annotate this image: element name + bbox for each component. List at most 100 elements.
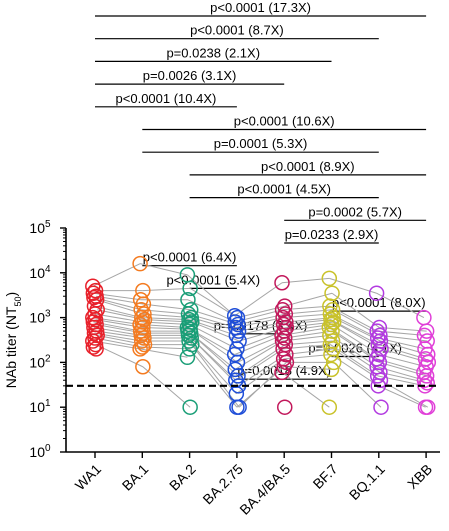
paired-line — [94, 305, 142, 319]
paired-line — [378, 385, 426, 408]
paired-line — [281, 371, 330, 408]
paired-line — [143, 313, 192, 319]
data-point — [226, 346, 243, 363]
comparison-label: p<0.0001 (10.4X) — [116, 91, 217, 106]
data-point — [323, 361, 340, 378]
y-tick-label: 104 — [29, 264, 51, 281]
data-point — [227, 361, 243, 378]
paired-line — [286, 321, 334, 329]
paired-line — [378, 344, 426, 360]
paired-line — [377, 366, 425, 381]
data-point — [277, 330, 293, 346]
data-point — [85, 339, 102, 355]
data-point — [136, 336, 153, 353]
data-point — [322, 336, 339, 353]
paired-line — [237, 305, 285, 319]
data-point — [85, 333, 101, 349]
data-point — [274, 301, 291, 318]
data-point — [87, 336, 104, 353]
paired-line — [92, 263, 141, 287]
data-point — [181, 341, 198, 357]
paired-line — [376, 292, 425, 319]
data-point — [419, 375, 435, 391]
data-point — [325, 354, 342, 371]
paired-line — [332, 340, 381, 373]
comparison-label: p<0.0001 (8.0X) — [332, 295, 426, 310]
paired-line — [191, 344, 240, 408]
data-point — [132, 255, 148, 272]
data-point — [368, 285, 385, 301]
data-point — [274, 274, 290, 291]
y-axis-title-subscript: 50 — [13, 296, 23, 306]
comparison-label: p=0.0238 (2.1X) — [166, 45, 260, 60]
paired-line — [379, 361, 427, 377]
comparison-label: p=0.0001 (5.3X) — [214, 136, 308, 151]
points-layer — [85, 255, 437, 415]
comparison-label: p<0.0001 (6.4X) — [143, 250, 237, 265]
paired-line — [189, 348, 238, 408]
data-point — [277, 298, 293, 314]
paired-line — [333, 321, 382, 350]
data-point — [274, 364, 290, 381]
data-point — [182, 325, 199, 341]
x-tick-label: BQ.1.1 — [346, 461, 388, 503]
data-point — [132, 292, 149, 308]
paired-line — [238, 321, 286, 332]
data-point — [231, 333, 247, 349]
data-point — [135, 358, 151, 375]
comparison-label: p=0.0002 (5.7X) — [308, 204, 402, 219]
paired-line — [139, 263, 188, 276]
data-point — [183, 330, 199, 346]
paired-line — [234, 340, 283, 370]
paired-line — [380, 348, 429, 363]
data-point — [226, 307, 243, 324]
paired-line — [191, 321, 240, 342]
paired-line — [237, 337, 285, 363]
comparison-label: p<0.0001 (17.3X) — [210, 0, 311, 15]
data-point — [416, 372, 433, 388]
paired-line — [238, 354, 287, 387]
comparison-label: p<0.0001 (5.4X) — [166, 272, 260, 287]
data-point — [369, 368, 386, 384]
paired-line — [190, 309, 239, 326]
data-point — [133, 301, 149, 318]
data-point — [373, 399, 389, 415]
paired-line — [142, 366, 191, 408]
paired-line — [376, 358, 425, 373]
paired-line — [331, 330, 380, 363]
paired-line — [235, 348, 284, 381]
data-point — [136, 330, 152, 346]
x-tick-label: BA.4/BA.5 — [236, 461, 293, 518]
comparison-label: p=0.0026 (3.1X) — [143, 68, 237, 83]
data-point — [87, 330, 103, 346]
comparison-label: p<0.0001 (8.9X) — [261, 159, 355, 174]
paired-line — [187, 274, 236, 317]
paired-line — [142, 327, 191, 330]
paired-line — [234, 334, 283, 355]
paired-line — [331, 292, 380, 328]
data-point — [321, 399, 338, 415]
data-point — [182, 280, 198, 297]
y-tick-label: 103 — [29, 309, 51, 326]
paired-line — [332, 309, 381, 336]
comparison-label: p<0.0001 (4.5X) — [237, 182, 331, 197]
y-tick-label: 102 — [29, 353, 51, 370]
comparison-label: p<0.0001 (8.7X) — [190, 23, 284, 38]
paired-line — [330, 344, 378, 377]
data-point — [132, 341, 148, 357]
paired-line — [236, 324, 284, 336]
data-point — [134, 339, 151, 355]
data-point — [277, 399, 293, 415]
data-point — [86, 289, 102, 306]
data-point — [230, 316, 246, 333]
paired-line — [284, 292, 333, 307]
data-point — [87, 282, 104, 299]
x-tick-label: WA1 — [72, 461, 105, 494]
x-tick-label: BA.1 — [119, 461, 152, 494]
data-point — [417, 399, 434, 415]
paired-line — [380, 340, 428, 355]
y-tick-label: 101 — [29, 398, 51, 415]
y-tick-label: 105 — [29, 219, 51, 236]
paired-line — [234, 282, 283, 317]
